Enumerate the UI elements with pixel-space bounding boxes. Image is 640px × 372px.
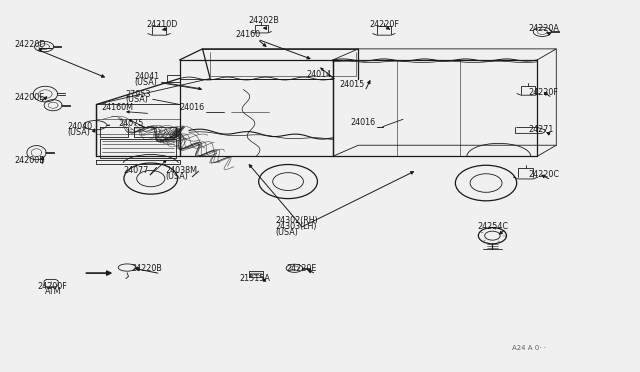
Text: 24220F: 24220F [528,88,558,97]
Text: 24040: 24040 [67,122,92,131]
Text: 24160: 24160 [236,30,261,39]
Text: A24 A 0· ·: A24 A 0· · [511,345,545,351]
Text: 24075: 24075 [118,119,143,128]
Text: ATM: ATM [45,288,62,296]
Text: 24016: 24016 [351,118,376,128]
Text: 24077: 24077 [124,166,148,175]
Text: 24041: 24041 [135,73,160,81]
Text: 24160M: 24160M [102,103,134,112]
Text: 24303(LH): 24303(LH) [275,222,317,231]
Text: 24200E: 24200E [15,93,45,102]
Text: 24200F: 24200F [38,282,67,291]
Text: 24014: 24014 [306,70,331,78]
Text: 24254C: 24254C [477,222,508,231]
Text: 24202B: 24202B [248,16,279,25]
Text: (USA): (USA) [275,228,298,237]
Text: 24220D: 24220D [15,40,46,49]
Text: 24038M: 24038M [166,166,198,175]
Text: 24220E: 24220E [287,264,317,273]
Text: 24200B: 24200B [15,155,45,164]
Text: 24220B: 24220B [131,264,162,273]
Text: (USA): (USA) [126,96,148,105]
Text: 24210D: 24210D [147,20,178,29]
Text: 24220C: 24220C [528,170,559,179]
Text: 27953: 27953 [126,90,152,99]
Text: 24220A: 24220A [528,24,559,33]
Text: (USA): (USA) [67,128,90,137]
Text: 24016: 24016 [179,103,205,112]
Text: 24220F: 24220F [370,20,400,29]
Text: 24015: 24015 [339,80,364,89]
Text: 24271: 24271 [528,125,554,134]
Text: 24302(RH): 24302(RH) [275,216,318,225]
Text: 21515A: 21515A [239,274,271,283]
Text: (USA): (USA) [166,172,188,181]
Text: (USA): (USA) [135,78,157,87]
